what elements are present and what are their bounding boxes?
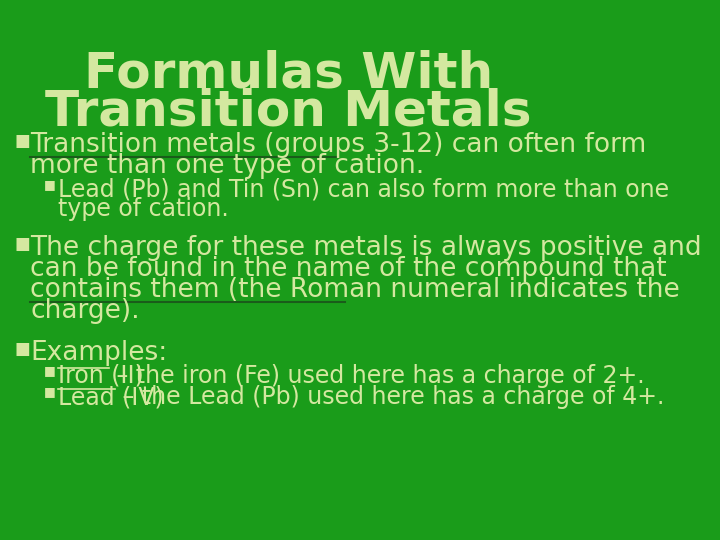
Text: Lead (IV): Lead (IV) (58, 385, 163, 409)
Text: ■: ■ (14, 235, 30, 253)
Text: The charge for these metals is always positive and: The charge for these metals is always po… (30, 235, 702, 261)
Text: type of cation.: type of cation. (58, 197, 228, 221)
Text: – the iron (Fe) used here has a charge of 2+.: – the iron (Fe) used here has a charge o… (109, 364, 644, 388)
Text: Transition Metals: Transition Metals (45, 87, 531, 135)
Text: ■: ■ (14, 340, 30, 358)
Text: ■: ■ (14, 132, 30, 150)
Text: Iron (II): Iron (II) (58, 364, 143, 388)
Text: Formulas With: Formulas With (84, 50, 493, 98)
Text: ■: ■ (44, 364, 56, 377)
Text: ■: ■ (44, 178, 56, 191)
Text: contains them (the Roman numeral indicates the: contains them (the Roman numeral indicat… (30, 277, 680, 303)
Text: charge).: charge). (30, 298, 140, 324)
Text: can be found in the name of the compound that: can be found in the name of the compound… (30, 256, 667, 282)
Text: Examples:: Examples: (30, 340, 168, 366)
Text: Lead (Pb) and Tin (Sn) can also form more than one: Lead (Pb) and Tin (Sn) can also form mor… (58, 178, 669, 202)
Text: – the Lead (Pb) used here has a charge of 4+.: – the Lead (Pb) used here has a charge o… (114, 385, 664, 409)
Text: Transition metals (groups 3-12) can often form: Transition metals (groups 3-12) can ofte… (30, 132, 647, 158)
Text: ■: ■ (44, 385, 56, 398)
Text: more than one type of cation.: more than one type of cation. (30, 153, 425, 179)
